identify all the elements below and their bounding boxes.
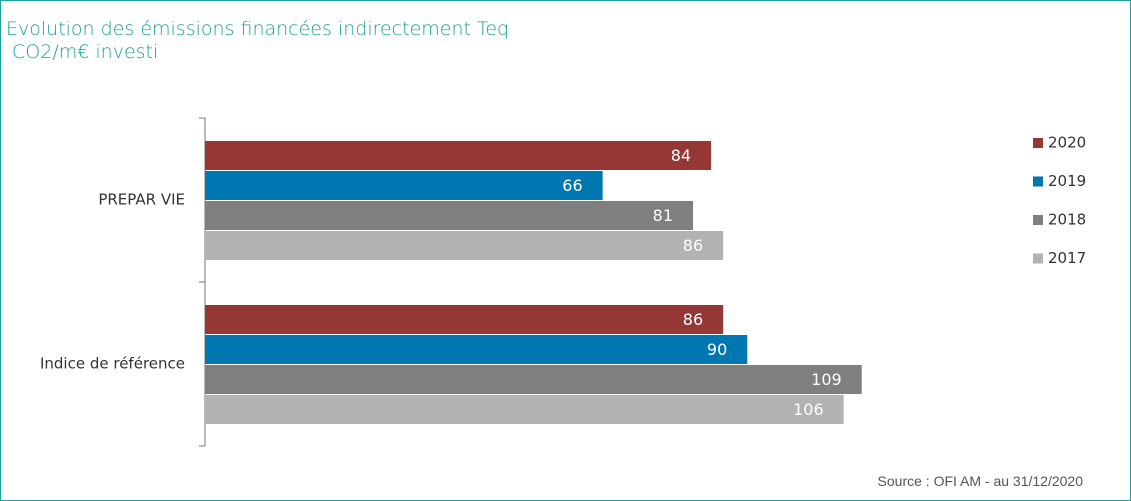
bar bbox=[205, 171, 603, 200]
legend-swatch bbox=[1033, 176, 1043, 187]
category-label: PREPAR VIE bbox=[98, 191, 185, 209]
bar bbox=[205, 395, 844, 424]
bar bbox=[205, 305, 724, 334]
legend-label: 2018 bbox=[1048, 211, 1086, 229]
value-label: 106 bbox=[793, 400, 824, 419]
bar bbox=[205, 201, 694, 230]
bar bbox=[205, 141, 712, 170]
legend-swatch bbox=[1033, 253, 1043, 264]
value-label: 81 bbox=[653, 206, 673, 225]
legend-swatch bbox=[1033, 138, 1043, 148]
bar bbox=[205, 335, 748, 364]
value-label: 66 bbox=[562, 176, 582, 195]
category-label: Indice de référence bbox=[40, 355, 185, 373]
bar bbox=[205, 231, 724, 260]
legend-swatch bbox=[1033, 215, 1043, 225]
value-label: 86 bbox=[683, 236, 703, 255]
chart-title: Evolution des émissions financées indire… bbox=[6, 18, 510, 63]
legend-label: 2017 bbox=[1048, 249, 1086, 267]
value-label: 84 bbox=[671, 146, 691, 165]
value-label: 86 bbox=[683, 310, 703, 329]
bar bbox=[205, 365, 862, 394]
legend-label: 2020 bbox=[1048, 134, 1086, 152]
value-label: 109 bbox=[811, 370, 842, 389]
legend-label: 2019 bbox=[1048, 172, 1086, 190]
value-label: 90 bbox=[707, 340, 727, 359]
source-note: Source : OFI AM - au 31/12/2020 bbox=[877, 473, 1083, 489]
